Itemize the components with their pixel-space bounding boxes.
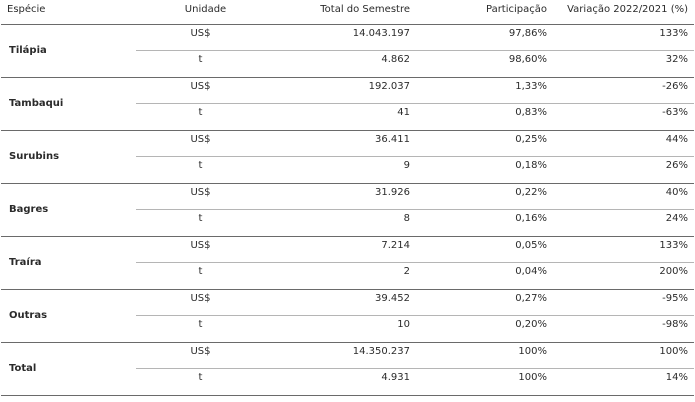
table-row: Surubins US$ 36.411 0,25% 44%: [1, 130, 694, 184]
total-cell: 7.214: [251, 236, 416, 263]
variation-cell: 40%: [553, 183, 694, 210]
table-row: Tilápia US$ 14.043.197 97,86% 133%: [1, 24, 694, 78]
total-cell: 10: [251, 315, 416, 343]
species-name: Tilápia: [1, 24, 136, 78]
variation-cell: 14%: [553, 368, 694, 396]
header-variacao: Variação 2022/2021 (%): [553, 0, 694, 25]
unit-cell: US$: [136, 130, 251, 157]
share-cell: 98,60%: [416, 50, 553, 78]
table-row: Bagres US$ 31.926 0,22% 40%: [1, 183, 694, 237]
unit-cell: US$: [136, 77, 251, 104]
total-cell: 4.931: [251, 368, 416, 396]
variation-cell: 24%: [553, 209, 694, 237]
table-row: t 41 0,83% -63%: [1, 103, 694, 131]
species-name: Traíra: [1, 236, 136, 290]
total-cell: 4.862: [251, 50, 416, 78]
share-cell: 0,18%: [416, 156, 553, 184]
species-name: Bagres: [1, 183, 136, 237]
species-name: Total: [1, 342, 136, 396]
variation-cell: 44%: [553, 130, 694, 157]
share-cell: 0,16%: [416, 209, 553, 237]
unit-cell: t: [136, 368, 251, 396]
table-row: t 4.931 100% 14%: [1, 368, 694, 396]
table-row: Total US$ 14.350.237 100% 100%: [1, 342, 694, 396]
table-row: Tambaqui US$ 192.037 1,33% -26%: [1, 77, 694, 131]
table-row: Traíra US$ 7.214 0,05% 133%: [1, 236, 694, 290]
species-name: Surubins: [1, 130, 136, 184]
table-row: t 8 0,16% 24%: [1, 209, 694, 237]
table-row: t 4.862 98,60% 32%: [1, 50, 694, 78]
variation-cell: -26%: [553, 77, 694, 104]
table-row: t 10 0,20% -98%: [1, 315, 694, 343]
total-cell: 14.043.197: [251, 24, 416, 51]
unit-cell: US$: [136, 289, 251, 316]
species-name: Tambaqui: [1, 77, 136, 131]
unit-cell: US$: [136, 24, 251, 51]
table-row: t 9 0,18% 26%: [1, 156, 694, 184]
variation-cell: -98%: [553, 315, 694, 343]
total-cell: 41: [251, 103, 416, 131]
total-cell: 9: [251, 156, 416, 184]
header-row: Espécie Unidade Total do Semestre Partic…: [1, 0, 694, 25]
share-cell: 0,27%: [416, 289, 553, 316]
variation-cell: -63%: [553, 103, 694, 131]
unit-cell: t: [136, 156, 251, 184]
variation-cell: 26%: [553, 156, 694, 184]
total-cell: 39.452: [251, 289, 416, 316]
table-body: Tilápia US$ 14.043.197 97,86% 133% t 4.862 98,6…: [1, 24, 694, 396]
total-cell: 2: [251, 262, 416, 290]
unit-cell: US$: [136, 183, 251, 210]
unit-cell: t: [136, 50, 251, 78]
unit-cell: t: [136, 103, 251, 131]
variation-cell: -95%: [553, 289, 694, 316]
share-cell: 97,86%: [416, 24, 553, 51]
unit-cell: t: [136, 262, 251, 290]
share-cell: 0,20%: [416, 315, 553, 343]
variation-cell: 133%: [553, 236, 694, 263]
share-cell: 0,04%: [416, 262, 553, 290]
table-row: t 2 0,04% 200%: [1, 262, 694, 290]
unit-cell: t: [136, 315, 251, 343]
share-cell: 1,33%: [416, 77, 553, 104]
share-cell: 100%: [416, 368, 553, 396]
unit-cell: US$: [136, 342, 251, 369]
total-cell: 8: [251, 209, 416, 237]
share-cell: 0,83%: [416, 103, 553, 131]
share-cell: 100%: [416, 342, 553, 369]
table-header: Espécie Unidade Total do Semestre Partic…: [1, 0, 694, 25]
share-cell: 0,05%: [416, 236, 553, 263]
header-unidade: Unidade: [136, 0, 251, 25]
header-especie: Espécie: [1, 0, 136, 25]
unit-cell: t: [136, 209, 251, 237]
header-total: Total do Semestre: [251, 0, 416, 25]
total-cell: 31.926: [251, 183, 416, 210]
variation-cell: 133%: [553, 24, 694, 51]
table-row: Outras US$ 39.452 0,27% -95%: [1, 289, 694, 343]
total-cell: 192.037: [251, 77, 416, 104]
total-cell: 36.411: [251, 130, 416, 157]
unit-cell: US$: [136, 236, 251, 263]
share-cell: 0,25%: [416, 130, 553, 157]
variation-cell: 200%: [553, 262, 694, 290]
variation-cell: 32%: [553, 50, 694, 78]
variation-cell: 100%: [553, 342, 694, 369]
total-cell: 14.350.237: [251, 342, 416, 369]
species-name: Outras: [1, 289, 136, 343]
header-participacao: Participação: [416, 0, 553, 25]
share-cell: 0,22%: [416, 183, 553, 210]
